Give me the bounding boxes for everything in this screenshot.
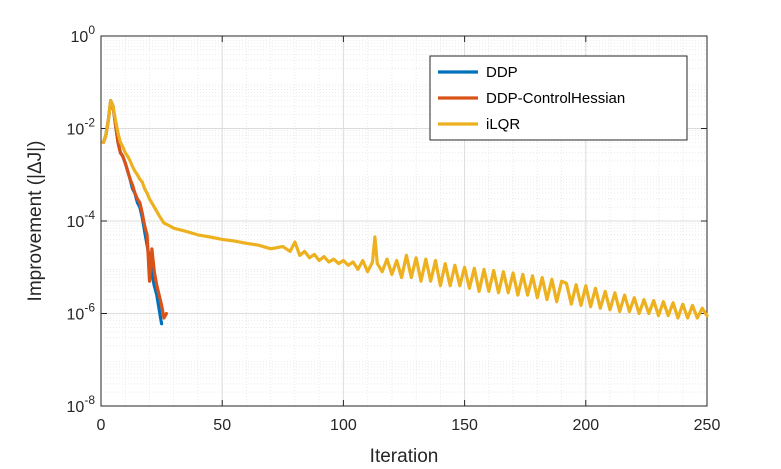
legend-label: iLQR (486, 116, 520, 133)
x-tick-label: 200 (572, 417, 599, 434)
x-axis-label: Iteration (370, 446, 439, 467)
x-tick-label: 150 (451, 417, 478, 434)
series-lines (101, 99, 709, 326)
legend-label: DDP (486, 64, 518, 81)
x-tick-label: 250 (694, 417, 721, 434)
y-tick-label: 10-6 (67, 301, 96, 324)
y-tick-label: 10-8 (67, 393, 96, 416)
y-axis-label: Improvement (|ΔJ|) (25, 141, 46, 302)
x-tick-label: 0 (97, 417, 106, 434)
series-line-ilqr (101, 99, 709, 320)
y-tick-label: 10-4 (67, 208, 96, 231)
legend-label: DDP-ControlHessian (486, 90, 625, 107)
y-tick-label: 100 (71, 23, 96, 46)
legend: DDP DDP-ControlHessian iLQR (429, 55, 688, 141)
series-line-ddp (101, 99, 164, 326)
axis-ticks: 0 50 100 150 200 250 10-8 10-6 10-4 10-2 100 (67, 23, 721, 434)
x-tick-label: 50 (213, 417, 231, 434)
y-tick-label: 10-2 (67, 116, 96, 139)
x-tick-label: 100 (330, 417, 357, 434)
